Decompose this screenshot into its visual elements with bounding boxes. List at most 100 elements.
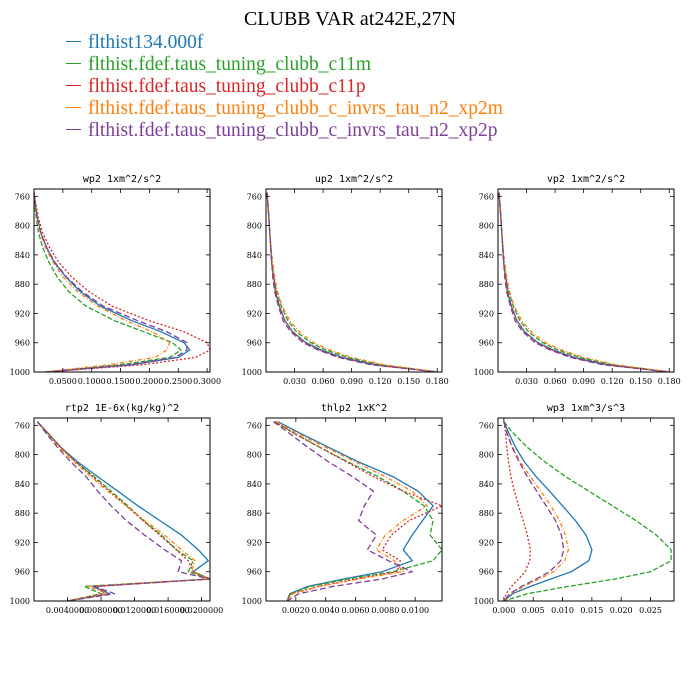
- legend-entry: flthist.fdef.taus_tuning_clubb_c11p: [66, 76, 503, 98]
- series-line: [266, 192, 438, 372]
- series-group: [266, 192, 438, 372]
- y-tick-label: 1000: [474, 368, 494, 377]
- series-line: [36, 421, 210, 601]
- y-tick-label: 800: [15, 222, 30, 231]
- x-tick-label: 0.060: [544, 377, 567, 386]
- series-line: [34, 192, 210, 372]
- y-tick-label: 760: [479, 192, 494, 201]
- series-line: [36, 421, 210, 601]
- y-tick-label: 1000: [10, 368, 30, 377]
- y-tick-label: 960: [247, 568, 262, 577]
- y-tick-label: 880: [247, 509, 262, 518]
- x-tick-label: 0.150: [629, 377, 652, 386]
- x-tick-label: 0.1000: [78, 377, 106, 386]
- x-tick-label: 0.005: [522, 606, 545, 615]
- series-line: [266, 192, 438, 372]
- x-tick-label: 0.000: [492, 606, 515, 615]
- legend-entry: flthist.fdef.taus_tuning_clubb_c11m: [66, 54, 503, 76]
- legend-label: flthist.fdef.taus_tuning_clubb_c_invrs_t…: [88, 120, 498, 141]
- x-tick-label: 0.030: [515, 377, 538, 386]
- x-tick-label: 0.060: [312, 377, 335, 386]
- series-line: [503, 421, 531, 601]
- x-tick-label: 0.0080: [371, 606, 399, 615]
- y-tick-label: 800: [479, 451, 494, 460]
- y-tick-label: 800: [15, 451, 30, 460]
- series-line: [274, 421, 442, 601]
- panel: wp3 1xm^3/s^3 760 800 840 880 920 960 10000.000…: [474, 403, 675, 615]
- legend-entry: flthist134.000f: [66, 32, 503, 54]
- legend-label: flthist.fdef.taus_tuning_clubb_c11m: [88, 54, 372, 75]
- series-line: [36, 421, 210, 601]
- x-tick-label: 0.120: [601, 377, 624, 386]
- series-line: [36, 421, 210, 601]
- y-tick-label: 880: [15, 280, 30, 289]
- x-tick-label: 0.180: [426, 377, 449, 386]
- panel-title: rtp2 1E-6x(kg/kg)^2: [65, 403, 179, 414]
- y-tick-label: 920: [15, 309, 30, 318]
- y-tick-label: 800: [479, 222, 494, 231]
- y-tick-label: 840: [479, 480, 494, 489]
- y-tick-label: 920: [247, 538, 262, 547]
- plot-frame: [33, 417, 211, 602]
- series-line: [498, 192, 670, 372]
- x-tick-label: 0.120: [369, 377, 392, 386]
- y-tick-label: 880: [15, 509, 30, 518]
- y-tick-label: 840: [479, 251, 494, 260]
- series-line: [36, 421, 210, 601]
- legend-label: flthist.fdef.taus_tuning_clubb_c_invrs_t…: [88, 98, 503, 119]
- series-line: [503, 421, 672, 601]
- series-line: [34, 192, 188, 372]
- plot-frame: [265, 417, 443, 602]
- plot-frame: [33, 188, 211, 373]
- legend-swatch: [66, 129, 81, 131]
- y-tick-label: 1000: [10, 597, 30, 606]
- y-tick-label: 920: [479, 309, 494, 318]
- y-tick-label: 920: [15, 538, 30, 547]
- series-line: [34, 192, 191, 372]
- y-tick-label: 1000: [474, 597, 494, 606]
- series-line: [276, 421, 428, 601]
- y-tick-label: 840: [15, 251, 30, 260]
- legend-swatch: [66, 85, 81, 87]
- series-line: [277, 421, 434, 601]
- y-tick-label: 760: [479, 421, 494, 430]
- panel: wp2 1xm^2/s^2 760 800 840 880 920 960 1000 0.050…: [10, 174, 221, 386]
- y-tick-label: 840: [15, 480, 30, 489]
- x-tick-label: 0.0500: [49, 377, 77, 386]
- x-tick-label: 0.0160000: [146, 606, 189, 615]
- x-tick-label: 0.3000: [193, 377, 221, 386]
- y-tick-label: 960: [15, 568, 30, 577]
- x-tick-label: 0.0040: [312, 606, 340, 615]
- y-tick-label: 1000: [242, 368, 262, 377]
- main-title: CLUBB VAR at242E,27N: [243, 8, 457, 30]
- series-line: [34, 192, 171, 372]
- legend-swatch: [66, 41, 81, 43]
- legend-swatch: [66, 63, 81, 65]
- series-line: [274, 421, 442, 601]
- series-group: [498, 192, 670, 372]
- legend-entry: flthist.fdef.taus_tuning_clubb_c_invrs_t…: [66, 120, 503, 142]
- legend-entry: flthist.fdef.taus_tuning_clubb_c_invrs_t…: [66, 98, 503, 120]
- x-tick-label: 0.150: [397, 377, 420, 386]
- y-tick-label: 760: [247, 421, 262, 430]
- legend-label: flthist134.000f: [88, 32, 204, 53]
- series-group: [273, 421, 442, 601]
- series-line: [503, 421, 565, 601]
- y-tick-label: 840: [247, 251, 262, 260]
- x-tick-label: 0.025: [639, 606, 662, 615]
- x-tick-label: 0.0100: [401, 606, 429, 615]
- panel-title: vp2 1xm^2/s^2: [547, 174, 625, 185]
- plot-frame: [497, 417, 675, 602]
- y-tick-label: 800: [247, 451, 262, 460]
- y-tick-label: 960: [479, 568, 494, 577]
- x-tick-label: 0.030: [283, 377, 306, 386]
- series-line: [266, 192, 438, 372]
- y-tick-label: 960: [247, 339, 262, 348]
- y-tick-label: 960: [479, 339, 494, 348]
- x-tick-label: 0.2000: [135, 377, 163, 386]
- y-tick-label: 1000: [242, 597, 262, 606]
- panel: vp2 1xm^2/s^2 760 800 840 880 920 960 1000 0.030…: [474, 174, 681, 386]
- series-line: [273, 421, 413, 601]
- panel: rtp2 1E-6x(kg/kg)^2 760 800 840 880 920 960 100…: [10, 403, 224, 615]
